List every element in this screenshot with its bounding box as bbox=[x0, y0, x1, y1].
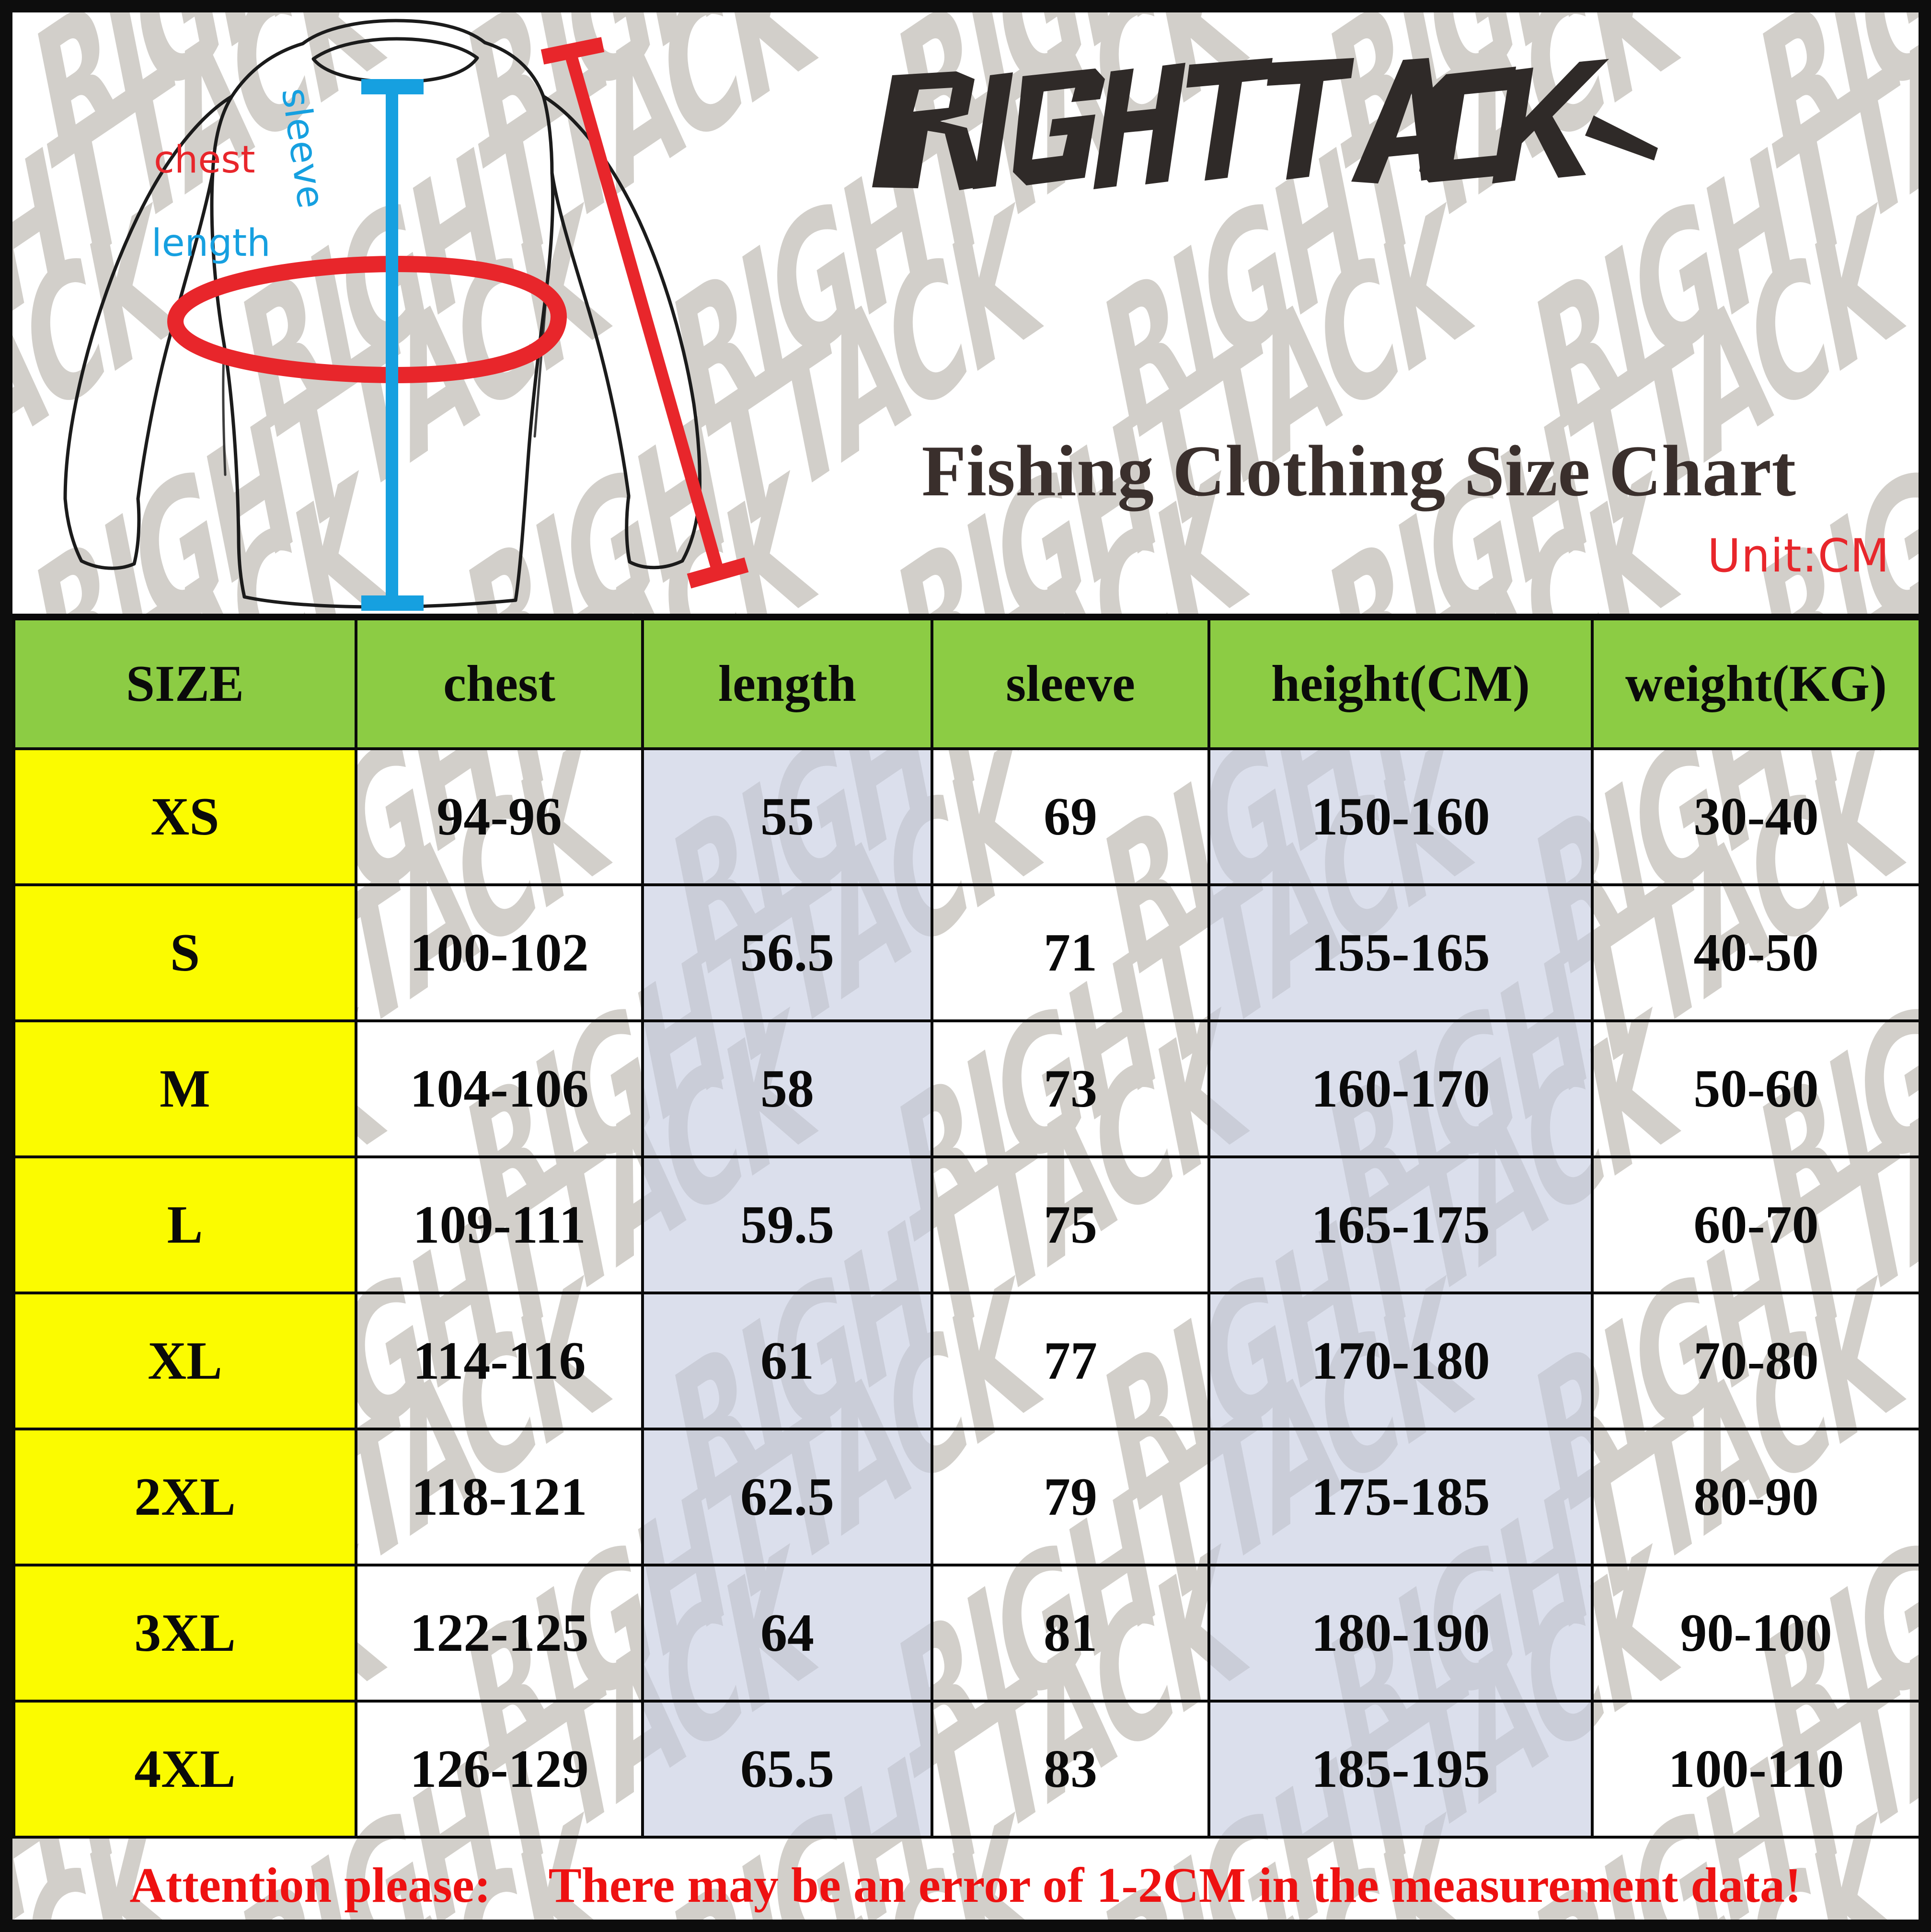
attention-note-prefix: Attention please: bbox=[129, 1858, 491, 1913]
length-measure-arrow bbox=[361, 79, 424, 611]
height-cell: 170-180 bbox=[1207, 1292, 1594, 1430]
size-cell: XS bbox=[12, 747, 357, 886]
height-cell: 180-190 bbox=[1207, 1564, 1594, 1703]
height-cell: 175-185 bbox=[1207, 1428, 1594, 1566]
size-cell: 2XL bbox=[12, 1428, 357, 1566]
column-header-length: length bbox=[641, 614, 933, 750]
chest-cell: 100-102 bbox=[355, 883, 644, 1022]
sleeve-cell: 75 bbox=[931, 1155, 1210, 1294]
length-cell: 56.5 bbox=[641, 883, 933, 1022]
attention-note-body: There may be an error of 1-2CM in the me… bbox=[548, 1858, 1802, 1913]
sleeve-cell: 73 bbox=[931, 1019, 1210, 1158]
table-row: XS 94-96 55 69 150-160 30-40 bbox=[12, 747, 1919, 886]
table-row: S 100-102 56.5 71 155-165 40-50 bbox=[12, 883, 1919, 1022]
table-row: XL 114-116 61 77 170-180 70-80 bbox=[12, 1292, 1919, 1430]
chest-cell: 126-129 bbox=[355, 1700, 644, 1839]
sleeve-measure-arrow bbox=[540, 37, 749, 589]
chest-cell: 114-116 bbox=[355, 1292, 644, 1430]
column-header-size: SIZE bbox=[12, 614, 357, 750]
table-row: 4XL 126-129 65.5 83 185-195 100-110 bbox=[12, 1700, 1919, 1839]
size-cell: 3XL bbox=[12, 1564, 357, 1703]
size-cell: L bbox=[12, 1155, 357, 1294]
header-panel: chest length sleeve bbox=[12, 12, 1919, 614]
column-header-weight: weight(KG) bbox=[1591, 614, 1919, 750]
length-cell: 62.5 bbox=[641, 1428, 933, 1566]
size-cell: 4XL bbox=[12, 1700, 357, 1839]
table-row: 2XL 118-121 62.5 79 175-185 80-90 bbox=[12, 1428, 1919, 1566]
size-cell: S bbox=[12, 883, 357, 1022]
chest-cell: 94-96 bbox=[355, 747, 644, 886]
weight-cell: 40-50 bbox=[1591, 883, 1919, 1022]
sleeve-cell: 77 bbox=[931, 1292, 1210, 1430]
weight-cell: 100-110 bbox=[1591, 1700, 1919, 1839]
column-header-height: height(CM) bbox=[1207, 614, 1594, 750]
table-row: M 104-106 58 73 160-170 50-60 bbox=[12, 1019, 1919, 1158]
size-chart-sheet: RIGHTTACK RIGHTTACK RIGHTTACK RIGHTTACK RIGH… bbox=[12, 12, 1919, 1920]
height-cell: 185-195 bbox=[1207, 1700, 1594, 1839]
sleeve-cell: 79 bbox=[931, 1428, 1210, 1566]
weight-cell: 30-40 bbox=[1591, 747, 1919, 886]
brand-logo bbox=[846, 58, 1661, 197]
height-cell: 160-170 bbox=[1207, 1019, 1594, 1158]
length-label: length bbox=[151, 222, 271, 265]
column-header-sleeve: sleeve bbox=[931, 614, 1210, 750]
length-cell: 61 bbox=[641, 1292, 933, 1430]
height-cell: 165-175 bbox=[1207, 1155, 1594, 1294]
length-cell: 58 bbox=[641, 1019, 933, 1158]
length-cell: 64 bbox=[641, 1564, 933, 1703]
attention-note: Attention please: There may be an error … bbox=[12, 1857, 1919, 1914]
size-cell: XL bbox=[12, 1292, 357, 1430]
chest-label: chest bbox=[154, 138, 255, 182]
length-cell: 55 bbox=[641, 747, 933, 886]
chest-cell: 104-106 bbox=[355, 1019, 644, 1158]
sleeve-cell: 81 bbox=[931, 1564, 1210, 1703]
table-body: XS 94-96 55 69 150-160 30-40 S 100-102 56.5 71 155… bbox=[12, 747, 1919, 1839]
chest-measure-ellipse bbox=[167, 255, 567, 384]
size-table: SIZE chest length sleeve height(CM) weig… bbox=[12, 614, 1919, 1839]
unit-label: Unit:CM bbox=[1707, 530, 1890, 583]
table-row: 3XL 122-125 64 81 180-190 90-100 bbox=[12, 1564, 1919, 1703]
size-table-wrap: SIZE chest length sleeve height(CM) weig… bbox=[12, 614, 1919, 1839]
size-cell: M bbox=[12, 1019, 357, 1158]
table-row: L 109-111 59.5 75 165-175 60-70 bbox=[12, 1155, 1919, 1294]
length-cell: 59.5 bbox=[641, 1155, 933, 1294]
length-cell: 65.5 bbox=[641, 1700, 933, 1839]
sleeve-cell: 69 bbox=[931, 747, 1210, 886]
chest-cell: 109-111 bbox=[355, 1155, 644, 1294]
weight-cell: 70-80 bbox=[1591, 1292, 1919, 1430]
weight-cell: 60-70 bbox=[1591, 1155, 1919, 1294]
sleeve-cell: 71 bbox=[931, 883, 1210, 1022]
column-header-chest: chest bbox=[355, 614, 644, 750]
height-cell: 155-165 bbox=[1207, 883, 1594, 1022]
table-header-row: SIZE chest length sleeve height(CM) weig… bbox=[12, 614, 1919, 750]
shirt-diagram: chest length sleeve bbox=[32, 15, 813, 611]
page-title: Fishing Clothing Size Chart bbox=[921, 431, 1796, 511]
weight-cell: 80-90 bbox=[1591, 1428, 1919, 1566]
weight-cell: 90-100 bbox=[1591, 1564, 1919, 1703]
height-cell: 150-160 bbox=[1207, 747, 1594, 886]
chest-cell: 118-121 bbox=[355, 1428, 644, 1566]
chest-cell: 122-125 bbox=[355, 1564, 644, 1703]
sleeve-cell: 83 bbox=[931, 1700, 1210, 1839]
weight-cell: 50-60 bbox=[1591, 1019, 1919, 1158]
